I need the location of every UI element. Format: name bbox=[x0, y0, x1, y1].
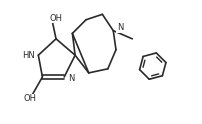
Text: OH: OH bbox=[49, 14, 63, 23]
Text: N: N bbox=[117, 23, 123, 32]
Text: OH: OH bbox=[24, 94, 37, 103]
Text: HN: HN bbox=[22, 51, 35, 60]
Text: N: N bbox=[68, 74, 75, 83]
